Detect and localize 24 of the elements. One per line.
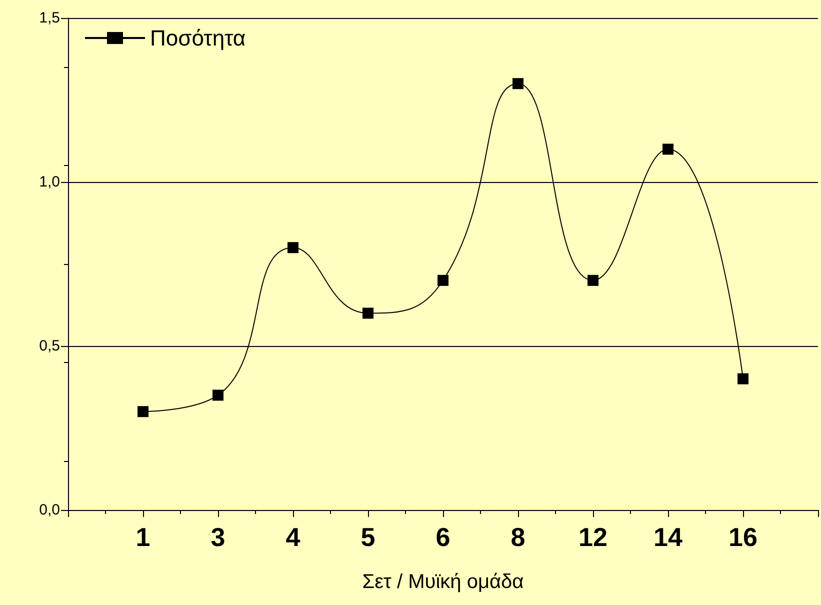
y-tick-label: 0,5 [39, 338, 60, 354]
point [512, 78, 524, 90]
point [212, 390, 224, 401]
x-tick-label: 8 [510, 522, 526, 552]
x-tick-label: 5 [360, 522, 376, 552]
point [288, 242, 298, 254]
x-tick-label: 4 [286, 522, 301, 552]
x-tick-label: 6 [436, 522, 450, 552]
y-tick-label: 1,0 [39, 174, 60, 190]
point [438, 274, 448, 286]
point [138, 406, 148, 418]
x-tick-label: 1 [136, 522, 150, 552]
x-tick-label: 14 [654, 522, 683, 552]
x-tick-label: 16 [728, 522, 758, 552]
y-tick-label: 0,0 [39, 502, 60, 518]
point [738, 373, 748, 384]
y-tick-label: 1,5 [39, 10, 60, 26]
x-tick-label: 12 [578, 522, 608, 552]
point [588, 274, 598, 286]
point [362, 308, 374, 319]
x-axis-title: Σετ / Μυϊκή ομάδα [362, 571, 524, 593]
x-tick-label: 3 [210, 522, 226, 552]
point [662, 144, 674, 155]
legend-label: Ποσότητα [150, 26, 246, 50]
